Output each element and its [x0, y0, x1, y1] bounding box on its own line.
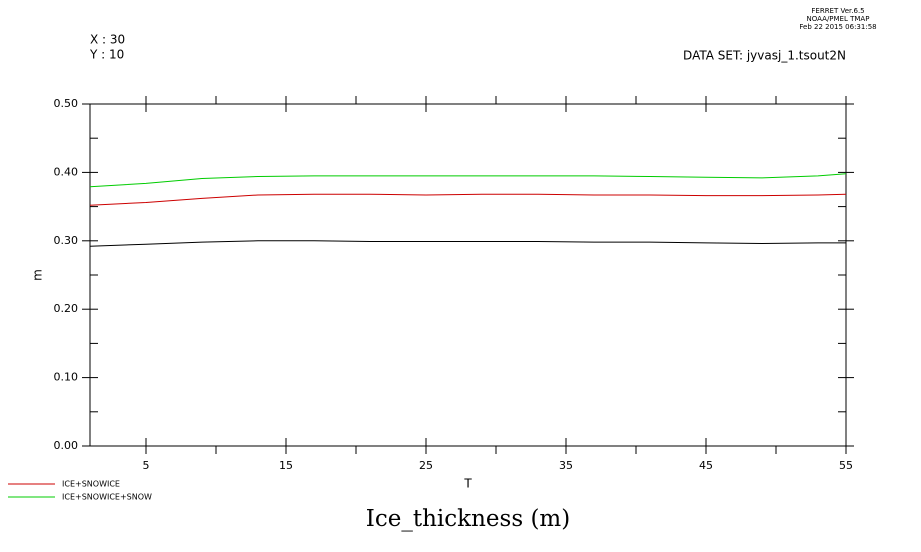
header-line: NOAA/PMEL TMAP [807, 15, 870, 23]
series-line [89, 240, 846, 247]
header-line: FERRET Ver.6.5 [811, 7, 864, 15]
annotation: Y : 10 [89, 48, 124, 62]
y-tick-label: 0.00 [54, 439, 79, 452]
y-tick-label: 0.50 [54, 97, 79, 110]
y-tick-label: 0.10 [54, 371, 79, 384]
x-tick-label: 5 [143, 459, 150, 472]
x-tick-label: 45 [699, 459, 713, 472]
x-tick-label: 15 [279, 459, 293, 472]
legend-label: ICE+SNOWICE+SNOW [62, 493, 152, 502]
x-tick-label: 55 [839, 459, 853, 472]
plot-frame [89, 103, 847, 447]
y-tick-label: 0.40 [54, 165, 79, 178]
annotation: DATA SET: jyvasj_1.tsout2N [683, 49, 846, 63]
annotation: X : 30 [90, 33, 125, 47]
x-tick-label: 25 [419, 459, 433, 472]
series-line [89, 193, 847, 206]
y-tick-label: 0.30 [54, 234, 79, 247]
x-tick-label: 35 [559, 459, 573, 472]
series-line [89, 173, 847, 188]
x-axis-label: T [463, 477, 472, 491]
y-axis-label: m [31, 269, 45, 281]
legend-label: ICE+SNOWICE [62, 480, 120, 489]
header-line: Feb 22 2015 06:31:58 [799, 23, 876, 31]
chart-title: Ice_thickness (m) [366, 506, 570, 532]
y-tick-label: 0.20 [54, 302, 79, 315]
